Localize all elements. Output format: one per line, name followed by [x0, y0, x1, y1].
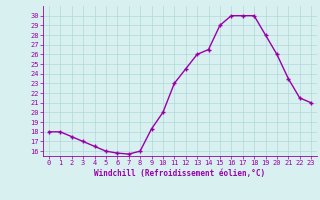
X-axis label: Windchill (Refroidissement éolien,°C): Windchill (Refroidissement éolien,°C) — [94, 169, 266, 178]
